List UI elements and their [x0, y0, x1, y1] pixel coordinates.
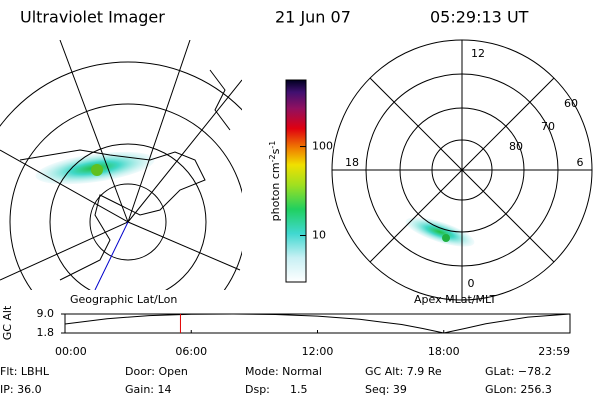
orbit-xtick-label: 00:00	[55, 345, 87, 358]
left-caption: Geographic Lat/Lon	[70, 293, 177, 306]
orbit-xtick-label: 18:00	[428, 345, 460, 358]
date: 21 Jun 07	[275, 8, 351, 27]
status-field: Seq: 39	[365, 383, 407, 396]
orbit-xtick-label: 23:59	[538, 345, 570, 358]
colorbar-label: photon cm-2s-1	[268, 141, 283, 222]
mlt-label: 6	[577, 156, 584, 169]
colorbar	[285, 79, 307, 283]
lat-label: 80	[509, 140, 523, 153]
orbit-xtick-label: 06:00	[175, 345, 207, 358]
status-field: GC Alt: 7.9 Re	[365, 365, 442, 378]
status-field: Door: Open	[125, 365, 188, 378]
status-field: Mode: Normal	[245, 365, 322, 378]
time: 05:29:13 UT	[430, 8, 529, 27]
lat-label: 70	[541, 120, 555, 133]
geo-map	[0, 40, 242, 290]
status-field: GLon: 256.3	[485, 383, 552, 396]
instrument: Ultraviolet Imager	[20, 8, 165, 27]
orbit-xtick-label: 12:00	[302, 345, 334, 358]
orbit-ylabel: GC Alt	[1, 305, 14, 340]
mlt-label: 18	[345, 156, 359, 169]
mlt-label: 12	[471, 47, 485, 60]
right-caption: Apex MLat/MLT	[414, 293, 497, 306]
dsp-value: 1.5	[290, 383, 308, 396]
polar-grid	[331, 39, 593, 301]
status-field: GLat: −78.2	[485, 365, 552, 378]
orbit-altitude	[64, 313, 571, 334]
lat-label: 60	[564, 97, 578, 110]
status-field: IP: 36.0	[0, 383, 42, 396]
colorbar-tick-label: 10	[312, 228, 326, 241]
status-field: Dsp:	[245, 383, 270, 396]
orbit-ytick-label: 9.0	[37, 307, 55, 320]
colorbar-tick-label: 100	[312, 140, 333, 153]
orbit-ytick-label: 1.8	[37, 326, 55, 339]
status-field: Flt: LBHL	[0, 365, 50, 378]
mlt-label: 0	[468, 277, 475, 290]
status-field: Gain: 14	[125, 383, 172, 396]
